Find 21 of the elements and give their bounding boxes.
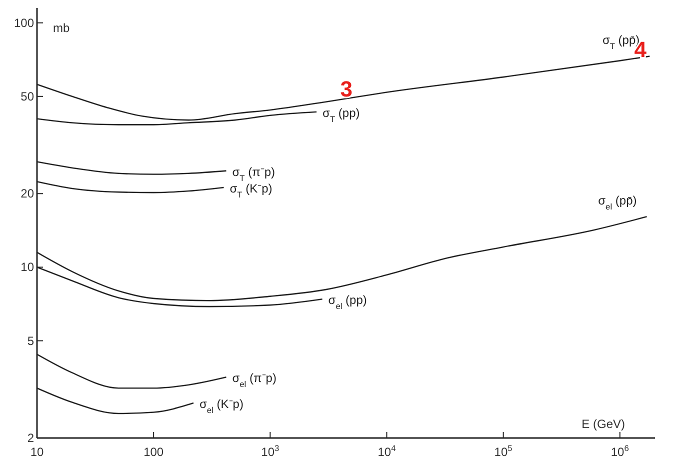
series-label: σ$_{el}$ (π⁻p)	[232, 371, 276, 390]
y-tick-label: 20	[20, 186, 34, 201]
series-label: σ$_{el}$ (pp)	[328, 293, 367, 312]
x-tick-label: 10$^{5}$	[494, 443, 513, 459]
x-tick-label: 10$^{6}$	[610, 443, 630, 459]
y-tick-label: 10	[20, 260, 34, 274]
y-tick-label: 50	[20, 89, 34, 104]
y-tick-label: 100	[14, 16, 34, 30]
x-tick-label: 100	[144, 445, 164, 459]
x-tick-label: 10$^{4}$	[378, 443, 396, 459]
series-label: σ$_{el}$ (pp̄)	[598, 194, 637, 212]
series-label: σ$_{el}$ (K⁻p)	[200, 397, 244, 416]
series-label: σ$_{T}$ (K⁻p)	[230, 181, 272, 200]
x-axis-title: E (GeV)	[582, 417, 625, 431]
x-tick-label: 10$^{3}$	[261, 443, 280, 459]
y-tick-label: 2	[27, 431, 34, 445]
y-axis-title: mb	[53, 21, 70, 35]
annotation: 3	[340, 76, 352, 102]
series-label: σ$_{T}$ (pp)	[322, 106, 360, 124]
y-tick-label: 5	[27, 334, 34, 348]
series-label: σ$_{T}$ (π⁻p)	[232, 164, 276, 183]
